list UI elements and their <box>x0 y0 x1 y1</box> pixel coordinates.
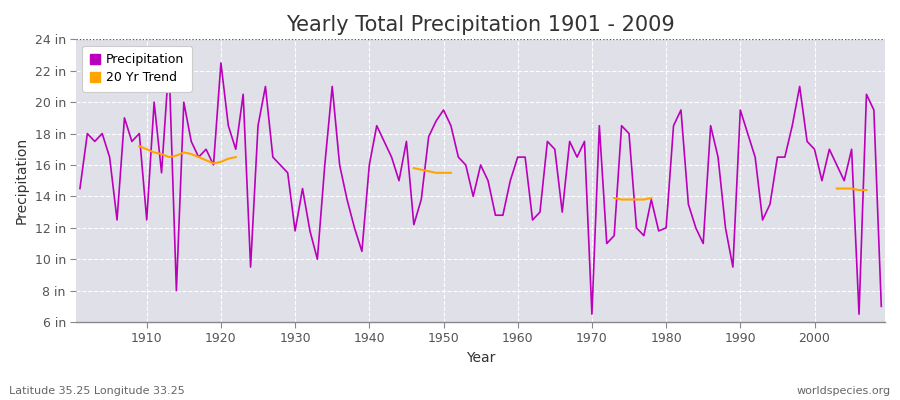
Text: Latitude 35.25 Longitude 33.25: Latitude 35.25 Longitude 33.25 <box>9 386 184 396</box>
Legend: Precipitation, 20 Yr Trend: Precipitation, 20 Yr Trend <box>83 46 192 92</box>
Title: Yearly Total Precipitation 1901 - 2009: Yearly Total Precipitation 1901 - 2009 <box>286 15 675 35</box>
X-axis label: Year: Year <box>466 351 495 365</box>
Text: worldspecies.org: worldspecies.org <box>796 386 891 396</box>
Y-axis label: Precipitation: Precipitation <box>15 137 29 224</box>
